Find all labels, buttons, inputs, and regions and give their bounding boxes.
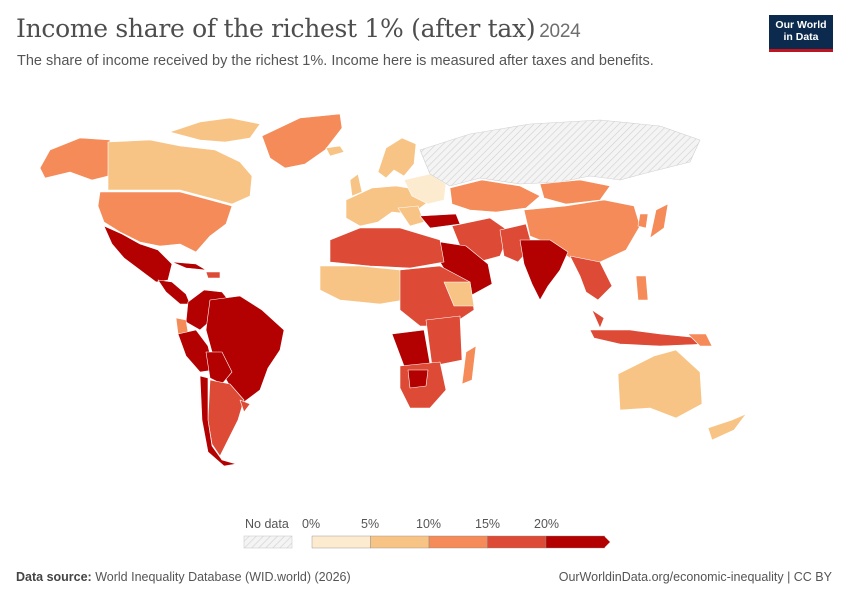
chart-subtitle: The share of income received by the rich…	[17, 53, 654, 69]
legend-tick-15: 15%	[475, 517, 501, 531]
country-chile[interactable]	[199, 375, 237, 467]
footer-link[interactable]: OurWorldinData.org/economic-inequality |…	[558, 570, 832, 584]
country-uruguay[interactable]	[239, 399, 251, 413]
country-kazakhstan[interactable]	[449, 179, 541, 213]
legend-no-data-label: No data	[245, 517, 289, 531]
data-source-label: Data source:	[16, 570, 92, 584]
legend-tick-5: 5%	[361, 517, 380, 531]
country-balkans[interactable]	[397, 205, 425, 227]
country-madagascar[interactable]	[461, 345, 477, 385]
data-source-text: World Inequality Database (WID.world) (2…	[91, 570, 351, 584]
country-new-zealand[interactable]	[707, 413, 747, 441]
country-korea[interactable]	[637, 213, 649, 229]
chart-title: Income share of the richest 1% (after ta…	[16, 14, 581, 43]
country-scandinavia[interactable]	[377, 137, 417, 179]
country-malaysia[interactable]	[591, 309, 605, 329]
country-png[interactable]	[687, 333, 713, 347]
country-turkey[interactable]	[419, 213, 461, 229]
country-south-africa[interactable]	[407, 369, 429, 389]
country-hispaniola[interactable]	[205, 271, 221, 279]
owid-logo[interactable]: Our World in Data	[769, 15, 833, 52]
legend-tick-10: 10%	[416, 517, 442, 531]
country-uk[interactable]	[349, 173, 363, 197]
legend-tick-20: 20%	[534, 517, 560, 531]
title-text: Income share of the richest 1% (after ta…	[16, 14, 536, 43]
country-iceland[interactable]	[325, 145, 345, 157]
country-japan[interactable]	[649, 203, 669, 239]
legend-tick-0: 0%	[302, 517, 321, 531]
country-central-america[interactable]	[157, 279, 191, 305]
country-bolivia[interactable]	[205, 351, 233, 385]
country-philippines[interactable]	[635, 275, 649, 301]
country-mongolia[interactable]	[539, 179, 611, 205]
country-southeast-asia[interactable]	[569, 255, 613, 301]
country-australia[interactable]	[617, 349, 703, 419]
country-ecuador[interactable]	[175, 317, 189, 335]
country-cuba[interactable]	[171, 261, 207, 271]
data-source: Data source: World Inequality Database (…	[16, 570, 351, 584]
logo-line-2: in Data	[783, 31, 819, 43]
country-congo-angola[interactable]	[391, 329, 431, 367]
country-canada[interactable]	[107, 139, 253, 205]
country-canada-islands[interactable]	[169, 117, 261, 143]
country-usa[interactable]	[97, 191, 233, 253]
logo-line-1: Our World	[775, 19, 827, 31]
country-russia[interactable]	[419, 119, 701, 187]
country-india[interactable]	[519, 239, 569, 301]
country-west-africa[interactable]	[319, 265, 405, 305]
country-ethiopia[interactable]	[443, 281, 475, 307]
country-indonesia[interactable]	[589, 329, 707, 347]
country-mexico[interactable]	[103, 225, 173, 283]
country-greenland[interactable]	[261, 113, 343, 169]
country-central-africa[interactable]	[399, 265, 475, 327]
country-alaska[interactable]	[39, 137, 111, 181]
country-east-africa[interactable]	[425, 315, 463, 367]
country-north-africa[interactable]	[329, 227, 445, 269]
title-year[interactable]: 2024	[539, 21, 581, 42]
